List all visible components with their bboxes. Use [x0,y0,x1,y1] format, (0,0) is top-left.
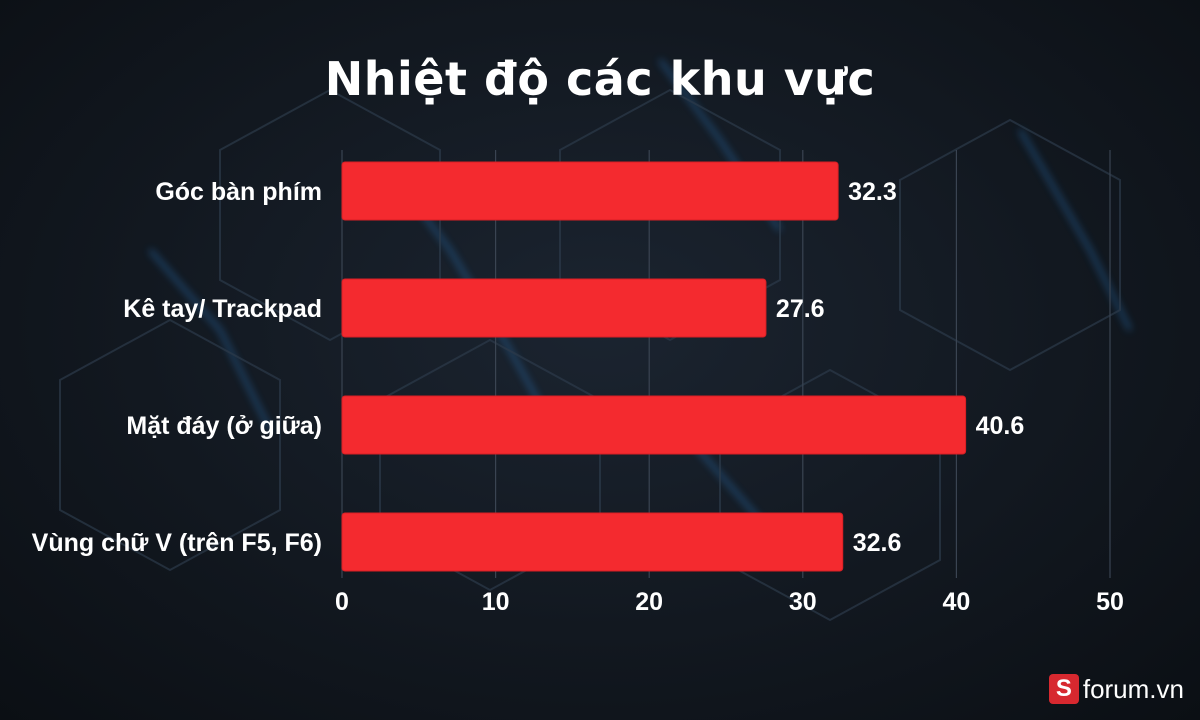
bar [341,512,844,572]
bar [341,161,839,221]
category-label: Góc bàn phím [155,178,322,206]
category-label: Kê tay/ Trackpad [123,295,322,323]
x-tick-label: 30 [789,588,817,616]
value-label: 32.3 [848,178,897,206]
x-tick-label: 10 [482,588,510,616]
x-tick-label: 50 [1096,588,1124,616]
watermark-text: forum.vn [1082,673,1184,704]
gridlines [341,150,1111,578]
x-tick-label: 40 [942,588,970,616]
bar [341,278,767,338]
value-label: 32.6 [853,529,902,557]
forum-watermark: S forum.vn [1048,672,1184,706]
bar [341,395,967,455]
value-label: 27.6 [776,295,825,323]
labels: 0 10 20 30 40 50 32.3 Góc bàn phím 27.6 Kê tay/ T… [32,178,1124,616]
x-tick-label: 0 [335,588,349,616]
category-label: Mặt đáy (ở giữa) [126,412,322,440]
category-label: Vùng chữ V (trên F5, F6) [32,529,322,557]
sforum-logo-icon: S [1048,674,1079,704]
bars [341,161,967,572]
value-label: 40.6 [976,412,1025,440]
x-tick-label: 20 [635,588,663,616]
chart-title: Nhiệt độ các khu vực [324,52,876,106]
